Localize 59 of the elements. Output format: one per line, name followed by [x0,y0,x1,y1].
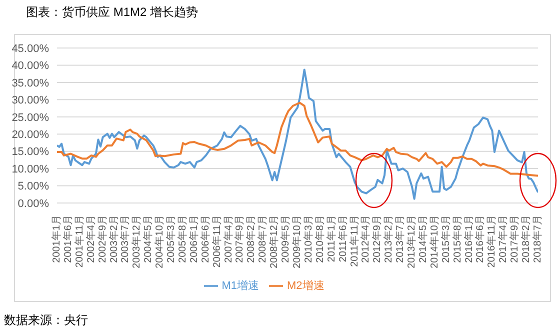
line-series [57,68,538,200]
x-tick-label: 2007年9月 [234,215,246,263]
x-tick-label: 2006年11月 [210,215,223,268]
x-tick-label: 2006年6月 [199,215,212,263]
x-tick-label: 2017年4月 [497,215,510,263]
y-tick-label: 15.00% [12,146,50,158]
x-tick-label: 2010年3月 [302,215,314,263]
x-tick-label: 2014年5月 [416,215,429,263]
x-tick-label: 2005年3月 [165,215,178,263]
x-tick-label: 2016年11月 [486,215,498,268]
y-tick-label: 25.00% [12,112,50,124]
line-series [57,102,538,177]
x-tick-label: 2008年7月 [256,215,269,263]
x-tick-label: 2013年7月 [394,215,406,263]
x-tick-label: 2015年8月 [451,215,464,263]
x-tick-label: 2002年4月 [84,215,97,263]
x-tick-label: 2015年3月 [440,215,452,263]
x-tick-label: 2018年2月 [520,215,532,263]
x-tick-label: 2001年6月 [62,215,74,263]
x-tick-label: 2011年1月 [325,215,338,262]
legend-label: M1增速 [222,280,259,292]
x-tick-label: 2004年5月 [142,215,154,263]
y-tick-label: 30.00% [12,94,50,107]
y-tick-label: 35.00% [12,77,50,90]
chart-title: 图表：货币供应 M1M2 增长趋势 [26,4,198,21]
x-tick-label: 2018年7月 [532,215,544,263]
y-tick-label: 40.00% [12,60,50,72]
x-tick-label: 2001年11月 [73,215,86,268]
x-tick-label: 2001年1月 [50,215,62,263]
x-tick-label: 2003年7月 [119,215,132,263]
x-tick-label: 2007年4月 [222,215,234,263]
x-tick-label: 2005年8月 [176,215,188,263]
x-tick-label: 2016年1月 [462,215,475,263]
x-tick-label: 2010年8月 [314,215,326,263]
y-tick-label: 10.00% [12,163,50,176]
x-tick-label: 2008年12月 [268,215,280,268]
y-tick-label: 45.00% [12,42,50,55]
x-tick-label: 2009年10月 [291,215,303,268]
x-tick-label: 2003年12月 [130,215,143,268]
x-tick-label: 2012年9月 [371,215,384,263]
x-tick-label: 2011年6月 [336,215,349,262]
y-tick-label: 20.00% [12,129,50,142]
x-tick-label: 2009年5月 [280,215,292,263]
x-tick-label: 2006年1月 [188,215,200,263]
x-tick-label: 2016年6月 [474,215,486,263]
x-tick-label: 2017年9月 [508,215,521,263]
x-tick-label: 2012年4月 [360,215,372,263]
x-tick-label: 2003年2月 [108,215,120,263]
x-tick-label: 2002年9月 [96,215,108,263]
x-tick-label: 2014年10月 [428,215,440,268]
source-note: 数据来源：央行 [4,312,88,329]
x-tick-label: 2008年2月 [245,215,258,263]
x-tick-label: 2013年12月 [406,215,418,268]
y-tick-label: 5.00% [18,180,50,193]
y-tick-label: 0.00% [18,198,50,210]
x-tick-label: 2004年10月 [154,215,166,268]
x-tick-label: 2011年11月 [348,215,360,267]
x-tick-label: 2013年2月 [382,215,395,263]
legend-label: M2增速 [287,280,324,292]
